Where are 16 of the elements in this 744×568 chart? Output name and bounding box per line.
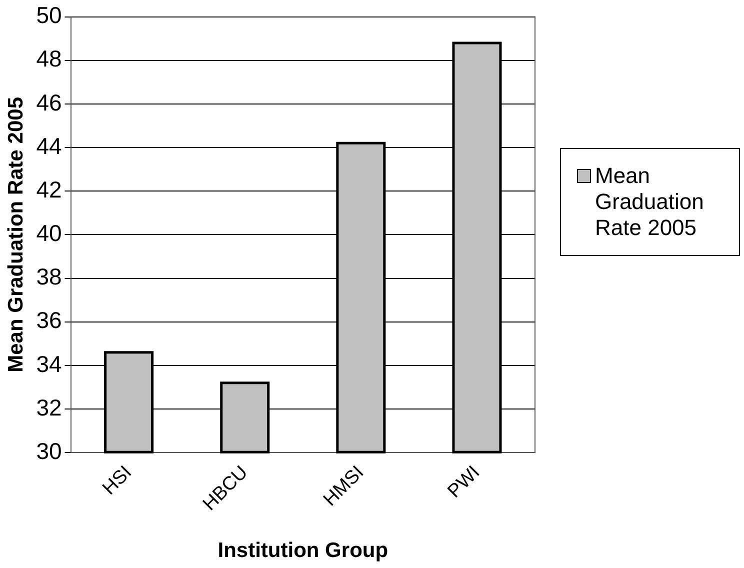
y-tick-label: 38 (36, 264, 62, 290)
y-tick-label: 34 (36, 350, 62, 377)
y-tick-label: 32 (36, 394, 62, 420)
legend-label: Mean Graduation Rate 2005 (595, 163, 705, 241)
y-axis-title: Mean Graduation Rate 2005 (4, 96, 28, 372)
y-tick-label: 30 (36, 438, 62, 464)
x-tick-label: HSI (98, 462, 136, 500)
y-tick-label: 40 (36, 220, 62, 246)
y-tick-label: 48 (36, 46, 62, 72)
x-axis-title: Institution Group (218, 539, 388, 562)
y-tick-label: 42 (36, 176, 62, 202)
y-tick-label: 46 (36, 89, 62, 116)
y-tick-label: 36 (36, 307, 62, 334)
y-tick-label: 44 (36, 132, 62, 159)
y-tick-label: 50 (36, 2, 62, 28)
x-tick-label: PWI (444, 462, 484, 502)
